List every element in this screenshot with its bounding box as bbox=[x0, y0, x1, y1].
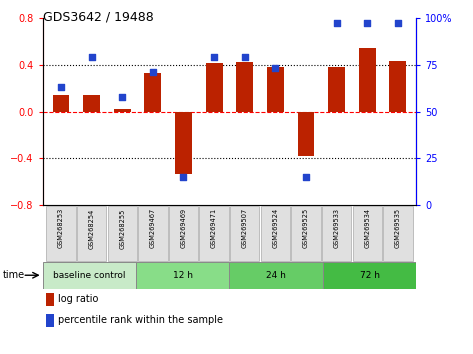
Text: log ratio: log ratio bbox=[58, 294, 98, 304]
Text: GSM269471: GSM269471 bbox=[211, 208, 217, 248]
Bar bbox=[144, 73, 161, 112]
Point bbox=[272, 65, 279, 71]
Point bbox=[363, 21, 371, 26]
Point bbox=[241, 54, 248, 60]
Bar bbox=[323, 262, 416, 289]
Bar bbox=[298, 112, 315, 156]
Point bbox=[180, 175, 187, 180]
Bar bbox=[206, 63, 222, 112]
Text: 24 h: 24 h bbox=[266, 271, 286, 280]
Text: GSM269534: GSM269534 bbox=[364, 208, 370, 248]
Text: percentile rank within the sample: percentile rank within the sample bbox=[58, 315, 223, 325]
Bar bbox=[359, 48, 376, 112]
FancyBboxPatch shape bbox=[169, 206, 198, 261]
Bar bbox=[236, 62, 253, 112]
Text: GSM269525: GSM269525 bbox=[303, 208, 309, 249]
Text: GSM268254: GSM268254 bbox=[88, 208, 95, 249]
FancyBboxPatch shape bbox=[352, 206, 382, 261]
Text: GSM269469: GSM269469 bbox=[181, 208, 186, 248]
Bar bbox=[175, 112, 192, 174]
FancyBboxPatch shape bbox=[200, 206, 229, 261]
Bar bbox=[46, 293, 54, 306]
FancyBboxPatch shape bbox=[46, 206, 76, 261]
Bar bbox=[83, 95, 100, 112]
Point bbox=[302, 175, 310, 180]
Bar bbox=[114, 109, 131, 112]
FancyBboxPatch shape bbox=[138, 206, 167, 261]
Bar bbox=[136, 262, 229, 289]
FancyBboxPatch shape bbox=[322, 206, 351, 261]
Text: GDS3642 / 19488: GDS3642 / 19488 bbox=[43, 11, 153, 24]
Text: GSM268255: GSM268255 bbox=[119, 208, 125, 249]
Text: 72 h: 72 h bbox=[359, 271, 379, 280]
Bar bbox=[267, 67, 284, 112]
FancyBboxPatch shape bbox=[230, 206, 259, 261]
Text: GSM269533: GSM269533 bbox=[333, 208, 340, 248]
Text: GSM269507: GSM269507 bbox=[242, 208, 248, 249]
Bar bbox=[46, 314, 54, 327]
Point bbox=[57, 84, 65, 90]
Text: 12 h: 12 h bbox=[173, 271, 193, 280]
Text: baseline control: baseline control bbox=[53, 271, 125, 280]
Point bbox=[394, 21, 402, 26]
Point bbox=[149, 69, 157, 75]
Bar bbox=[53, 95, 70, 112]
Bar bbox=[43, 262, 136, 289]
Bar bbox=[328, 67, 345, 112]
Point bbox=[88, 54, 96, 60]
FancyBboxPatch shape bbox=[77, 206, 106, 261]
Text: GSM269467: GSM269467 bbox=[150, 208, 156, 249]
Point bbox=[210, 54, 218, 60]
FancyBboxPatch shape bbox=[291, 206, 321, 261]
Text: GSM269524: GSM269524 bbox=[272, 208, 278, 249]
Bar bbox=[229, 262, 323, 289]
FancyBboxPatch shape bbox=[107, 206, 137, 261]
Point bbox=[333, 21, 341, 26]
Text: GSM269535: GSM269535 bbox=[395, 208, 401, 248]
Point bbox=[118, 94, 126, 99]
FancyBboxPatch shape bbox=[261, 206, 290, 261]
Text: GSM268253: GSM268253 bbox=[58, 208, 64, 249]
Text: time: time bbox=[2, 270, 25, 280]
FancyBboxPatch shape bbox=[383, 206, 412, 261]
Bar bbox=[389, 61, 406, 112]
